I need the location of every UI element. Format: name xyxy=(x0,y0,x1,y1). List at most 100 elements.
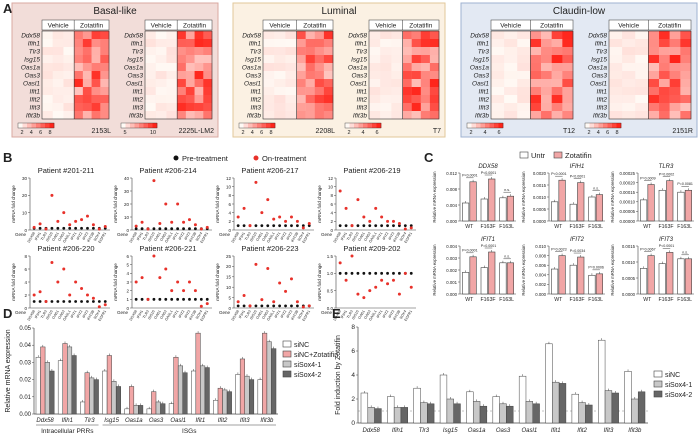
panel-label-a: A xyxy=(3,1,13,16)
heatmap-cell xyxy=(185,63,195,72)
heatmap-cell xyxy=(296,111,306,120)
untr-bar xyxy=(499,197,507,222)
heatmap-cell xyxy=(504,111,518,120)
heatmap-cell xyxy=(517,87,531,96)
heatmap-cell xyxy=(429,95,440,104)
heatmap-cell xyxy=(622,79,636,88)
y-tick-label: 20 xyxy=(22,193,28,198)
heatmap-cell xyxy=(669,87,681,96)
group-label: F163F xyxy=(570,297,585,303)
heatmap-cell xyxy=(530,39,542,48)
y-tick-label: 0 xyxy=(228,306,231,311)
bar-siSox4-2 xyxy=(138,405,144,415)
heatmap-cell xyxy=(323,71,334,80)
heatmap-cell xyxy=(203,31,213,40)
y-tick-label: 6 xyxy=(228,202,231,207)
on-point xyxy=(182,289,186,293)
heatmap-cell xyxy=(648,71,660,80)
heatmap-frame xyxy=(608,30,692,120)
heatmap-cell xyxy=(82,31,92,40)
heatmap-cell xyxy=(52,71,64,80)
heatmap-cell xyxy=(551,71,563,80)
heatmap-cell xyxy=(285,63,297,72)
gene-label: Oas1a xyxy=(21,64,41,71)
legend-label: siNC xyxy=(665,372,680,379)
heatmap-cell xyxy=(669,39,681,48)
gene-title: DDX58 xyxy=(478,164,498,170)
p-value: P<0.0001 xyxy=(659,244,675,248)
gene-tick-label: TLR3 xyxy=(346,310,354,320)
heatmap-cell xyxy=(491,71,505,80)
heatmap-cell xyxy=(263,103,275,112)
heatmap-cell xyxy=(74,63,84,72)
gene-axis-label: Gene xyxy=(321,310,333,315)
heatmap-cell xyxy=(659,103,670,112)
pre-point xyxy=(290,224,293,228)
legend-untr-swatch xyxy=(519,151,529,159)
zota-bar xyxy=(595,194,603,222)
gene-tick-label: ISG15 xyxy=(351,232,360,243)
on-point xyxy=(97,227,101,231)
heatmap-header xyxy=(608,19,692,31)
gene-label: Ifih1 xyxy=(477,40,490,47)
on-point xyxy=(50,193,54,197)
bar-siNC+Zotatifin xyxy=(84,372,90,415)
heatmap-cell xyxy=(551,111,563,120)
y-tick-label: 8 xyxy=(330,193,333,198)
heatmap-cell xyxy=(402,111,412,120)
heatmap-cell xyxy=(145,31,156,40)
y-axis-label: mRNA fold change xyxy=(215,185,220,223)
gene-tick-label: TLR3 xyxy=(40,310,48,320)
heatmap-cell xyxy=(314,103,325,112)
bar-siSox4-1 xyxy=(393,407,402,424)
gene-tick-label: IFIT1 xyxy=(274,310,282,319)
heatmap-cell xyxy=(91,47,101,56)
heatmap-cell xyxy=(429,31,440,40)
zota-bar xyxy=(558,179,566,222)
heatmap-cell xyxy=(380,39,392,48)
on-point xyxy=(242,206,246,210)
heatmap-cell xyxy=(609,31,623,40)
heatmap-cell xyxy=(91,71,101,80)
gene-label: Ddx58 xyxy=(242,32,261,39)
y-tick-label: 0.0 xyxy=(327,306,334,311)
heatmap-cell xyxy=(429,111,440,120)
gene-label: Ifit2 xyxy=(218,418,228,424)
heatmap-cell xyxy=(380,63,392,72)
heatmap-cell xyxy=(609,39,623,48)
on-point xyxy=(74,219,78,223)
heatmap-cell xyxy=(530,87,542,96)
on-point xyxy=(242,294,246,298)
y-axis-label: mRNA fold change xyxy=(113,185,118,223)
gene-label: Oas1a xyxy=(242,64,262,71)
bar-siNC xyxy=(146,408,152,415)
heatmap-cell xyxy=(411,95,421,104)
on-point xyxy=(182,220,186,224)
scale-frame xyxy=(466,122,504,129)
on-point xyxy=(266,198,270,202)
pre-point xyxy=(403,224,407,228)
on-point xyxy=(254,262,258,266)
heatmap-cell xyxy=(411,103,421,112)
y-tick-label: 0.002 xyxy=(535,282,546,287)
heatmap-cell xyxy=(648,55,660,64)
heatmap-cell xyxy=(285,87,297,96)
heatmap-cell xyxy=(369,47,381,56)
heatmap-cell xyxy=(296,63,306,72)
scale-step xyxy=(498,123,504,128)
heatmap-cell xyxy=(411,87,421,96)
y-tick-label: 0.00020 xyxy=(619,180,635,185)
untr-bar xyxy=(551,268,559,295)
pre-point xyxy=(278,224,282,228)
on-point xyxy=(205,225,209,229)
gene-title: IFIT2 xyxy=(570,237,585,243)
heatmap-cell xyxy=(429,71,440,80)
col-label-zotatifin: Zotatifin xyxy=(80,23,104,30)
gene-label: Ifit2 xyxy=(479,96,490,103)
bar-siSox4-1 xyxy=(631,398,639,424)
gene-tick-label: OAS3 xyxy=(159,232,167,242)
pre-point xyxy=(170,227,174,231)
heatmap-cell xyxy=(659,55,670,64)
pre-point xyxy=(278,304,282,308)
heatmap-cell xyxy=(285,71,297,80)
